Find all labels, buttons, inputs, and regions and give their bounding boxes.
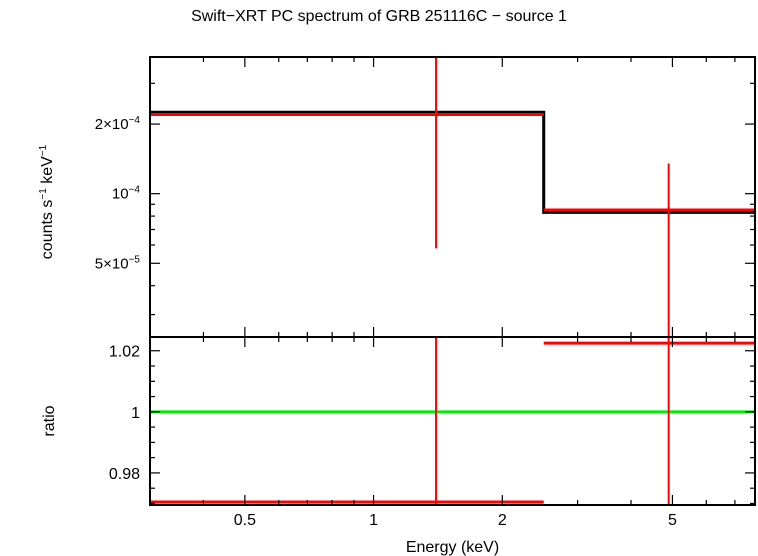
x-tick-label: 0.5	[234, 512, 256, 529]
y-tick-label: 10−4	[112, 185, 141, 203]
y-tick-label: 2×10−4	[95, 115, 141, 133]
spectrum-panel	[149, 56, 756, 338]
y-tick-label: 1.02	[109, 344, 140, 361]
x-tick-label: 5	[668, 512, 677, 529]
spectrum-axis-label: counts s−1 keV−1	[38, 144, 56, 259]
x-tick-label: 2	[498, 512, 507, 529]
spectrum-frame	[149, 56, 756, 338]
x-axis-label: Energy (keV)	[406, 539, 499, 556]
y-tick-label: 1	[131, 405, 140, 422]
ratio-frame	[149, 336, 756, 506]
ratio-panel	[149, 336, 756, 506]
axis-labels: 0.5 1 2 5 2×10−4 10−4 5×10−5 0.98 1 1.02 Energy (k…	[38, 57, 755, 556]
chart-title: Swift−XRT PC spectrum of GRB 251116C − s…	[191, 8, 567, 25]
y-tick-label: 5×10−5	[95, 254, 141, 272]
ratio-axis-label: ratio	[41, 405, 58, 436]
y-tick-label: 0.98	[109, 466, 140, 483]
model-line	[150, 110, 755, 214]
x-tick-label: 1	[369, 512, 378, 529]
